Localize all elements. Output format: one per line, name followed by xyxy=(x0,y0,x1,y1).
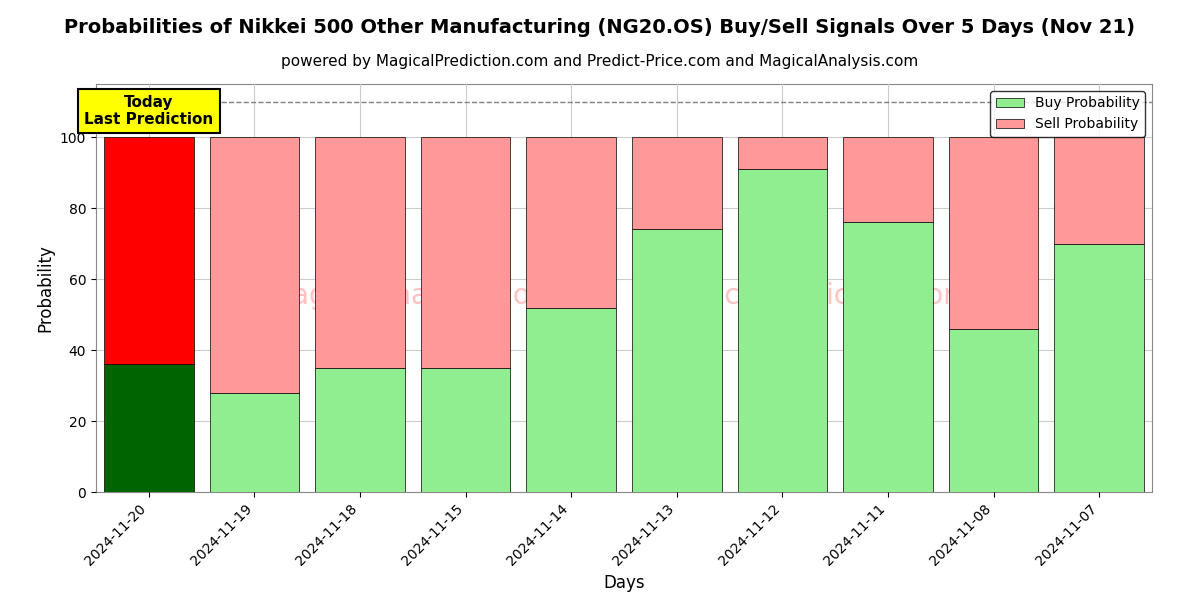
Bar xyxy=(421,368,510,492)
Text: powered by MagicalPrediction.com and Predict-Price.com and MagicalAnalysis.com: powered by MagicalPrediction.com and Pre… xyxy=(281,54,919,69)
Text: Today
Last Prediction: Today Last Prediction xyxy=(84,95,214,127)
Bar xyxy=(844,137,932,223)
Bar xyxy=(316,368,404,492)
Bar xyxy=(738,169,827,492)
Bar xyxy=(421,137,510,368)
Bar xyxy=(210,392,299,492)
Bar xyxy=(527,308,616,492)
Bar xyxy=(632,137,721,229)
Bar xyxy=(1055,137,1144,244)
Bar xyxy=(949,329,1038,492)
Y-axis label: Probability: Probability xyxy=(36,244,54,332)
Bar xyxy=(632,229,721,492)
Bar xyxy=(316,137,404,368)
Bar xyxy=(1055,244,1144,492)
Bar xyxy=(210,137,299,392)
Bar xyxy=(527,137,616,308)
Bar xyxy=(104,364,193,492)
Text: Probabilities of Nikkei 500 Other Manufacturing (NG20.OS) Buy/Sell Signals Over : Probabilities of Nikkei 500 Other Manufa… xyxy=(65,18,1135,37)
Bar xyxy=(844,223,932,492)
X-axis label: Days: Days xyxy=(604,574,644,592)
Bar xyxy=(949,137,1038,329)
Text: MagicalPrediction.com: MagicalPrediction.com xyxy=(658,282,971,310)
Bar xyxy=(104,137,193,364)
Legend: Buy Probability, Sell Probability: Buy Probability, Sell Probability xyxy=(990,91,1145,137)
Text: MagicalAnalysis.com: MagicalAnalysis.com xyxy=(269,282,557,310)
Bar xyxy=(738,137,827,169)
